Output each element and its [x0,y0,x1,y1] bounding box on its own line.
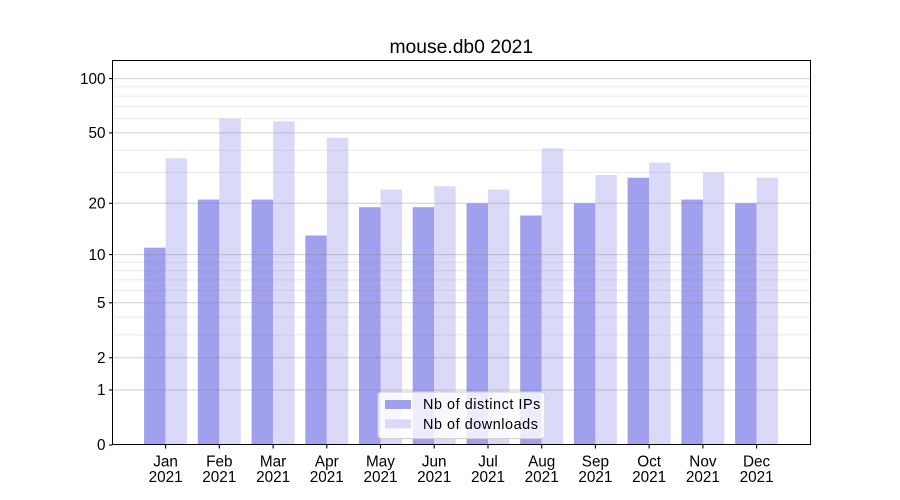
svg-text:2021: 2021 [686,469,720,486]
svg-text:Jul: Jul [478,454,498,471]
svg-text:Mar: Mar [260,454,286,471]
svg-text:Sep: Sep [582,454,609,471]
svg-text:2021: 2021 [471,469,505,486]
svg-text:Nb of downloads: Nb of downloads [423,417,538,433]
svg-text:Jun: Jun [422,454,447,471]
svg-text:2021: 2021 [310,469,344,486]
svg-text:20: 20 [88,196,105,213]
svg-text:Jan: Jan [153,454,178,471]
svg-text:5: 5 [97,295,106,312]
svg-text:May: May [366,454,395,471]
svg-text:0: 0 [97,437,106,454]
svg-text:2021: 2021 [149,469,183,486]
svg-text:2021: 2021 [417,469,451,486]
svg-text:2021: 2021 [363,469,397,486]
svg-text:10: 10 [88,247,105,264]
svg-text:Oct: Oct [637,454,662,471]
svg-text:Feb: Feb [206,454,232,471]
svg-text:2021: 2021 [256,469,290,486]
svg-text:1: 1 [97,382,106,399]
svg-text:2021: 2021 [202,469,236,486]
svg-text:2021: 2021 [740,469,774,486]
svg-text:Nov: Nov [689,454,717,471]
svg-text:Apr: Apr [315,454,339,471]
svg-text:100: 100 [80,71,106,88]
svg-text:2021: 2021 [632,469,666,486]
svg-text:2021: 2021 [578,469,612,486]
svg-text:50: 50 [88,125,105,142]
svg-text:2: 2 [97,350,106,367]
svg-text:Dec: Dec [743,454,771,471]
svg-text:Nb of distinct IPs: Nb of distinct IPs [423,397,541,413]
svg-text:mouse.db0 2021: mouse.db0 2021 [389,37,533,58]
svg-text:2021: 2021 [525,469,559,486]
svg-text:Aug: Aug [528,454,555,471]
